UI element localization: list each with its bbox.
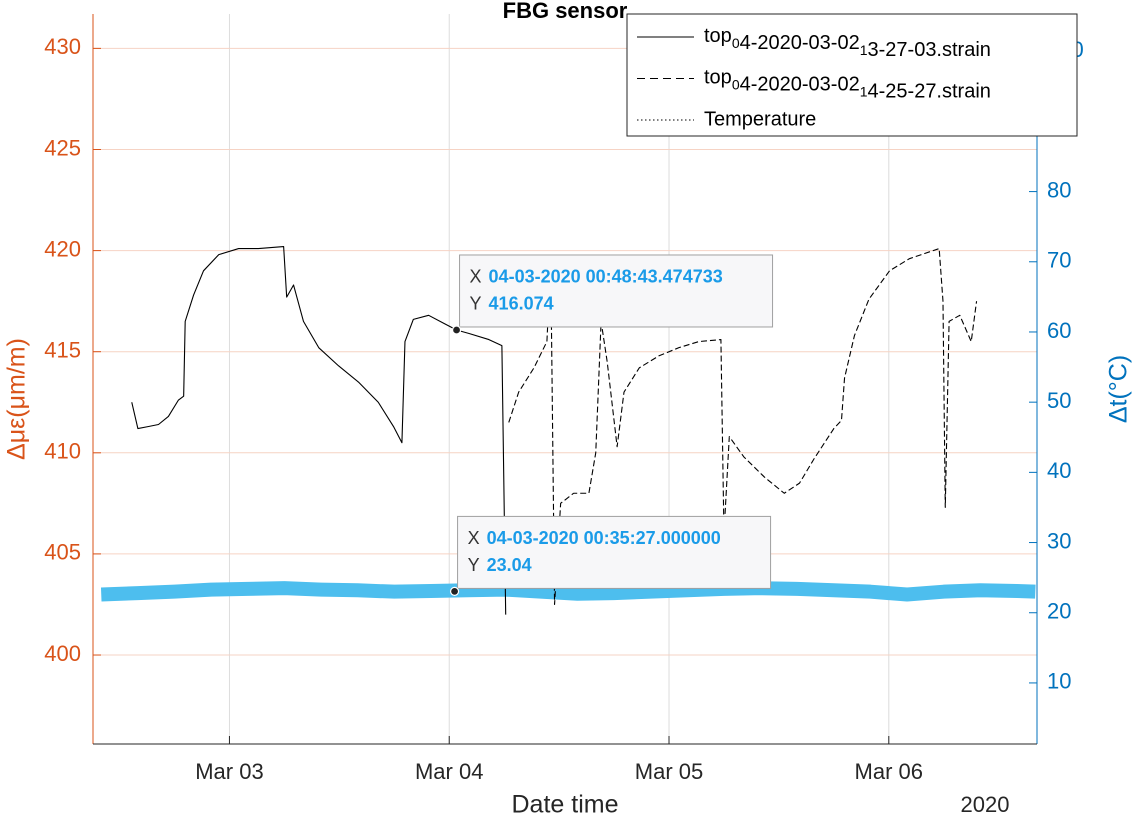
x-tick-label: Mar 03 (195, 759, 263, 784)
plot-area (100, 246, 1036, 615)
datatip-box (457, 515, 772, 589)
x-secondary-label: 2020 (961, 792, 1010, 817)
y2-axis-label: Δt(°C) (1105, 355, 1133, 423)
y-tick-label: 420 (44, 236, 81, 261)
x-tick-label: Mar 04 (415, 759, 483, 784)
datatip-y-value: 416.074 (489, 294, 554, 314)
x-tick-label: Mar 05 (635, 759, 703, 784)
x-tick-label: Mar 06 (855, 759, 923, 784)
y2-tick-label: 20 (1047, 599, 1071, 624)
legend-label: top04-2020-03-0213-27-03.strain (704, 25, 991, 61)
axes: Mar 03 Mar 04 Mar 05 Mar 06 400 405 410 415 420 4… (44, 14, 1084, 784)
y2-tick-label: 40 (1047, 458, 1071, 483)
datatips: X 04-03-2020 00:48:43.474733 Y 416.074 X 04-0… (449, 254, 774, 597)
datatip-y-label: Y (468, 555, 480, 575)
datatip-box (459, 254, 774, 328)
y-tick-label: 425 (44, 135, 81, 160)
datatip-x-value: 04-03-2020 00:48:43.474733 (489, 267, 723, 287)
y2-tick-label: 10 (1047, 669, 1071, 694)
chart-title: FBG sensor (503, 0, 628, 23)
legend-label: top04-2020-03-0214-25-27.strain (704, 67, 991, 103)
y2-tick-label: 60 (1047, 318, 1071, 343)
y2-tick-label: 50 (1047, 388, 1071, 413)
y-tick-label: 415 (44, 338, 81, 363)
datatip-x-label: X (470, 267, 482, 287)
y-tick-label: 410 (44, 439, 81, 464)
legend-label: Temperature (704, 108, 816, 130)
strain-line (131, 246, 507, 615)
y-tick-label: 405 (44, 540, 81, 565)
x-axis-label: Date time (512, 791, 619, 819)
datatip-x-label: X (468, 528, 480, 548)
datatip-y-value: 23.04 (487, 555, 532, 575)
y-tick-label: 430 (44, 34, 81, 59)
datatip-marker (449, 586, 460, 597)
y-axis-label: Δμε(μm/m) (3, 338, 31, 460)
legend-box (626, 13, 1078, 137)
datatip-x-value: 04-03-2020 00:35:27.000000 (487, 528, 721, 548)
datatip-y-label: Y (470, 294, 482, 314)
temperature-line (100, 581, 1036, 602)
strain-line (508, 248, 978, 606)
y-tick-label: 400 (44, 641, 81, 666)
y2-tick-label: 30 (1047, 528, 1071, 553)
y2-tick-label: 80 (1047, 177, 1071, 202)
datatip-marker (451, 325, 462, 335)
legend: top04-2020-03-0213-27-03.strain top04-202… (626, 13, 1078, 137)
y2-tick-label: 70 (1047, 248, 1071, 273)
